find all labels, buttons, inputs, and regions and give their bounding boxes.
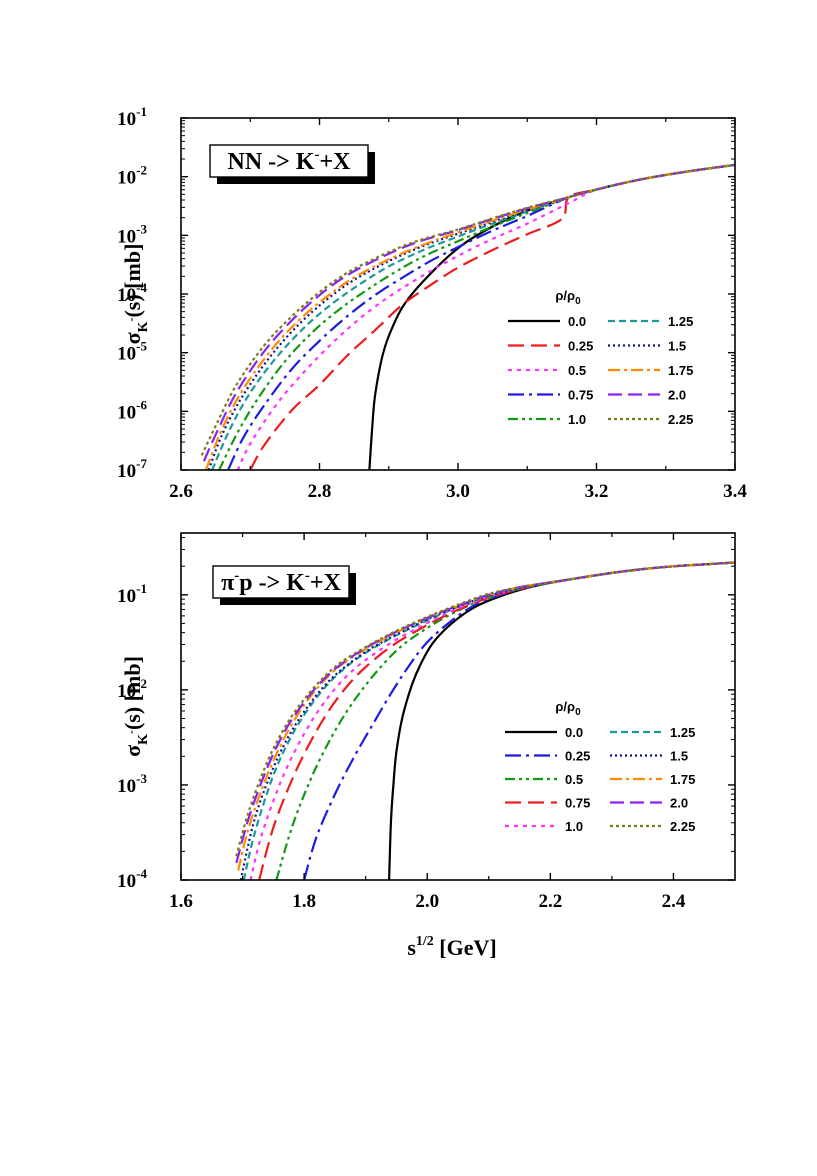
y-tick-exponent: -1 bbox=[136, 104, 147, 119]
legend-label: 0.25 bbox=[565, 749, 590, 764]
x-tick-label: 2.8 bbox=[308, 481, 332, 502]
legend-label: 0.75 bbox=[568, 388, 593, 403]
series-line-1-25 bbox=[242, 561, 735, 880]
y-tick-label: 10-4 bbox=[117, 280, 147, 306]
series-line-2-25 bbox=[235, 561, 735, 857]
chart-panel-bottom: 1.6 1.8 2.0 2.2 2.4 10-1 10-2 10-3 10-4 σK-(s) [m… bbox=[117, 532, 736, 960]
legend-label: 0.5 bbox=[565, 772, 583, 787]
legend-label: 1.75 bbox=[668, 363, 693, 378]
y-tick-exponent: -1 bbox=[136, 581, 147, 596]
series-line-0-5 bbox=[236, 163, 735, 470]
y-tick-label: 10-2 bbox=[117, 163, 147, 189]
y-tick-exponent: -6 bbox=[136, 397, 147, 412]
x-tick-label: 2.6 bbox=[169, 481, 193, 502]
y-tick-label: 10-1 bbox=[117, 104, 147, 130]
x-tick-label: 2.4 bbox=[662, 891, 686, 912]
legend-label: 2.25 bbox=[670, 819, 695, 834]
series-line-1-25 bbox=[211, 163, 735, 470]
series-line-0-75 bbox=[227, 163, 735, 470]
chart-title: NN -> K-+X bbox=[227, 147, 351, 175]
x-tick-label: 1.8 bbox=[292, 891, 316, 912]
legend-label: 1.5 bbox=[668, 339, 686, 354]
y-tick-exponent: -4 bbox=[136, 280, 147, 295]
legend-label: 2.25 bbox=[668, 412, 693, 427]
y-tick-label: 10-3 bbox=[117, 771, 147, 797]
title-box bbox=[212, 565, 350, 599]
legend-label: 0.25 bbox=[568, 339, 593, 354]
y-tick-label: 10-7 bbox=[117, 456, 147, 482]
y-tick-exponent: -2 bbox=[136, 676, 147, 691]
legend-label: 0.75 bbox=[565, 796, 590, 811]
series-line-2-0 bbox=[202, 163, 735, 462]
chart-title: π-p -> K-+X bbox=[221, 568, 342, 596]
series-line-1-0 bbox=[218, 163, 735, 470]
legend-label: 1.5 bbox=[670, 749, 688, 764]
y-axis-label: σK-(s) [mb] bbox=[120, 656, 151, 757]
series-group bbox=[200, 163, 735, 470]
legend-label: 2.0 bbox=[668, 388, 686, 403]
x-tick-label: 3.2 bbox=[585, 481, 609, 502]
y-tick-label: 10-1 bbox=[117, 581, 147, 607]
series-line-1-5 bbox=[239, 561, 735, 880]
y-tick-exponent: -5 bbox=[136, 339, 147, 354]
legend-title: ρ/ρ0 bbox=[555, 699, 581, 718]
y-tick-label: 10-6 bbox=[117, 397, 147, 423]
series-line-1-75 bbox=[237, 561, 735, 871]
plot-frame bbox=[180, 532, 736, 881]
y-tick-exponent: -2 bbox=[136, 163, 147, 178]
legend-label: 1.75 bbox=[670, 772, 695, 787]
series-line-0-5 bbox=[275, 561, 735, 880]
series-line-2-25 bbox=[200, 163, 735, 456]
series-line-1-5 bbox=[207, 163, 735, 470]
series-line-1-0 bbox=[249, 561, 735, 880]
y-tick-label: 10-5 bbox=[117, 339, 147, 365]
legend-label: 0.5 bbox=[568, 363, 586, 378]
series-line-1-75 bbox=[204, 163, 735, 470]
legend-label: 0.0 bbox=[568, 314, 586, 329]
title-box bbox=[209, 144, 369, 178]
series-group bbox=[235, 561, 735, 880]
x-axis-label: s1/2 [GeV] bbox=[407, 934, 496, 960]
x-tick-label: 3.4 bbox=[723, 481, 747, 502]
legend-title: ρ/ρ0 bbox=[555, 288, 581, 307]
y-tick-exponent: -7 bbox=[136, 456, 147, 471]
series-line-0-25 bbox=[249, 163, 735, 470]
series-line-2-0 bbox=[235, 561, 735, 864]
y-tick-exponent: -4 bbox=[136, 866, 147, 881]
series-line-0-75 bbox=[258, 561, 735, 880]
x-tick-label: 2.0 bbox=[415, 891, 439, 912]
y-tick-label: 10-4 bbox=[117, 866, 147, 892]
x-tick-label: 1.6 bbox=[169, 891, 193, 912]
y-tick-label: 10-3 bbox=[117, 221, 147, 247]
x-tick-label: 2.2 bbox=[538, 891, 562, 912]
legend-label: 0.0 bbox=[565, 725, 583, 740]
legend-label: 2.0 bbox=[670, 796, 688, 811]
x-tick-label: 3.0 bbox=[446, 481, 470, 502]
y-tick-exponent: -3 bbox=[136, 771, 147, 786]
legend-label: 1.0 bbox=[565, 819, 583, 834]
chart-panel-top: 2.6 2.8 3.0 3.2 3.4 10-1 10-2 10-3 10-4 10-5 10-6 1… bbox=[117, 104, 747, 502]
legend-label: 1.0 bbox=[568, 412, 586, 427]
y-axis-label: σK-(s) [mb] bbox=[120, 244, 151, 345]
y-tick-label: 10-2 bbox=[117, 676, 147, 702]
legend-label: 1.25 bbox=[670, 725, 695, 740]
legend-label: 1.25 bbox=[668, 314, 693, 329]
y-tick-exponent: -3 bbox=[136, 221, 147, 236]
